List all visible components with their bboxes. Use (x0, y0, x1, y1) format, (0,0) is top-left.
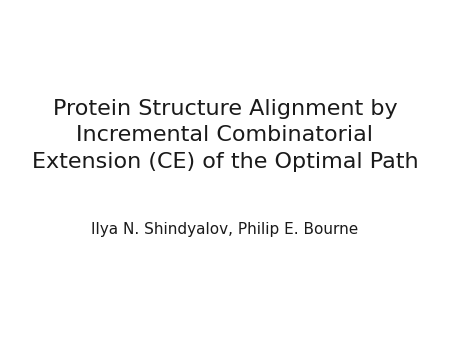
Text: Protein Structure Alignment by
Incremental Combinatorial
Extension (CE) of the O: Protein Structure Alignment by Increment… (32, 99, 419, 172)
Text: Ilya N. Shindyalov, Philip E. Bourne: Ilya N. Shindyalov, Philip E. Bourne (91, 222, 359, 237)
